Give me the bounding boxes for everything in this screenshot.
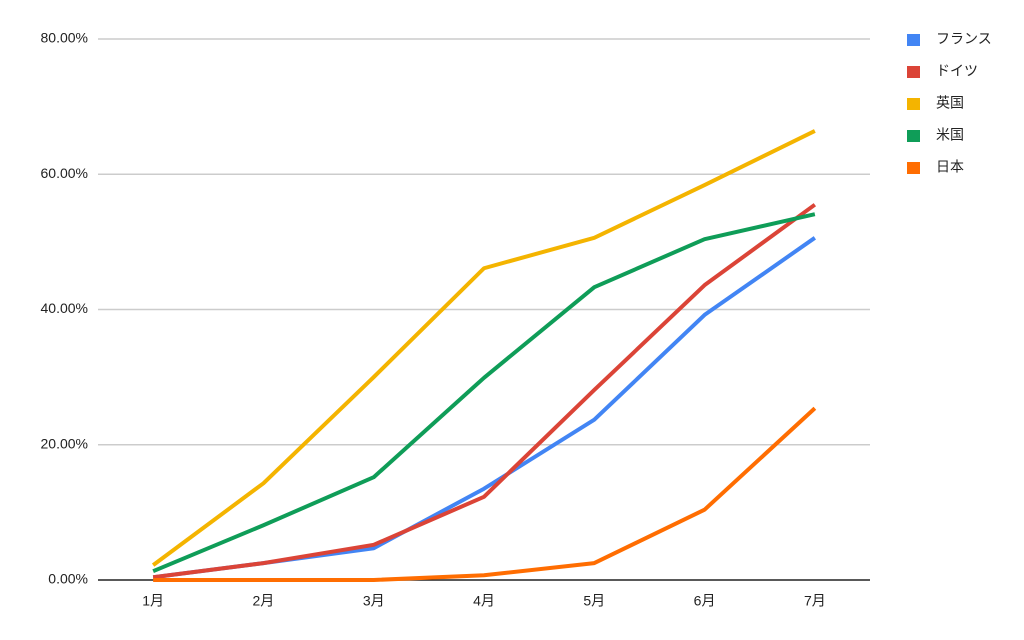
legend-swatch	[907, 34, 920, 46]
legend-swatch	[907, 66, 920, 78]
line-series	[152, 203, 817, 580]
x-tick-label: 4月	[473, 593, 495, 609]
x-tick-label: 2月	[253, 593, 275, 609]
y-tick-label: 60.00%	[41, 165, 88, 181]
x-tick-label: 5月	[583, 593, 605, 609]
line-series	[151, 129, 816, 567]
legend-label: 米国	[936, 127, 964, 143]
x-tick-label: 1月	[142, 593, 164, 609]
legend-label: 日本	[936, 159, 964, 175]
legend-swatch	[907, 162, 920, 174]
y-tick-label: 0.00%	[48, 571, 88, 587]
legend-swatch	[907, 98, 920, 110]
y-tick-label: 40.00%	[41, 300, 88, 316]
x-tick-label: 6月	[694, 593, 716, 609]
legend-label: フランス	[936, 31, 992, 47]
legend-label: 英国	[936, 95, 964, 111]
legend-label: ドイツ	[936, 63, 978, 79]
x-tick-label: 3月	[363, 593, 385, 609]
line-series	[152, 236, 817, 580]
line-series	[152, 212, 816, 574]
y-tick-label: 20.00%	[41, 435, 88, 451]
line-series	[153, 406, 817, 582]
legend-swatch	[907, 130, 920, 142]
x-tick-label: 7月	[804, 593, 826, 609]
y-tick-label: 80.00%	[41, 30, 88, 46]
